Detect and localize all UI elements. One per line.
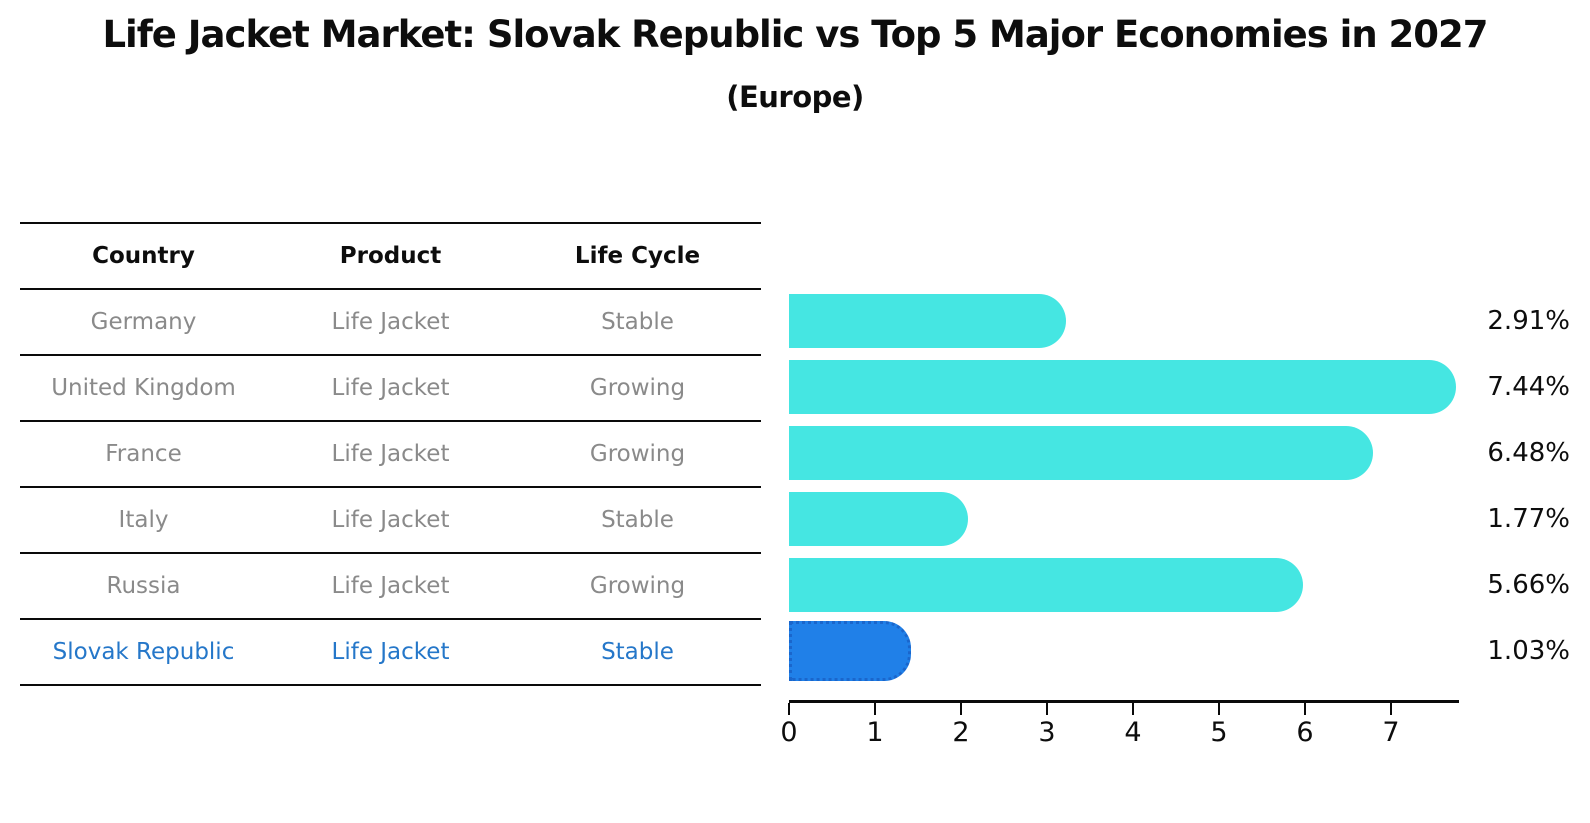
value-label: 5.66% — [1487, 570, 1570, 600]
value-label: 1.77% — [1487, 504, 1570, 534]
product-cell: Life Jacket — [331, 375, 450, 401]
country-cell: Russia — [106, 573, 181, 599]
bar-slovak-republic — [789, 621, 911, 681]
x-tick-mark — [1046, 703, 1048, 715]
value-labels: 2.91% 7.44% 6.48% 1.77% 5.66% 1.03% — [1450, 288, 1570, 684]
bar-row — [789, 288, 1459, 354]
x-tick-label: 5 — [1210, 717, 1228, 748]
value-label: 2.91% — [1487, 306, 1570, 336]
country-cell: France — [105, 441, 182, 467]
x-tick-label: 0 — [780, 717, 798, 748]
product-cell: Life Jacket — [331, 573, 450, 599]
chart-title: Life Jacket Market: Slovak Republic vs T… — [102, 13, 1488, 56]
column-header-product: Product — [339, 243, 442, 269]
column-header-country: Country — [92, 243, 195, 269]
country-cell: Italy — [118, 507, 169, 533]
x-tick-label: 7 — [1382, 717, 1400, 748]
bar-france — [789, 426, 1374, 480]
x-tick-label: 2 — [952, 717, 970, 748]
bar-row — [789, 420, 1459, 486]
table-row: France Life Jacket Growing — [20, 422, 761, 488]
life-cycle-cell: Growing — [589, 375, 686, 401]
x-tick-mark — [788, 703, 790, 715]
country-table: Country Product Life Cycle Germany Life … — [20, 222, 761, 686]
life-cycle-cell: Stable — [601, 507, 674, 533]
x-tick-label: 6 — [1296, 717, 1314, 748]
value-label: 6.48% — [1487, 438, 1570, 468]
life-cycle-cell: Growing — [589, 573, 686, 599]
bar-russia — [789, 558, 1303, 612]
product-cell: Life Jacket — [331, 507, 450, 533]
table-header-row: Country Product Life Cycle — [20, 224, 761, 290]
x-tick-label: 3 — [1038, 717, 1056, 748]
value-label: 7.44% — [1487, 372, 1570, 402]
x-tick-mark — [1132, 703, 1134, 715]
bar-italy — [789, 492, 969, 546]
x-axis-line — [789, 700, 1459, 703]
product-cell: Life Jacket — [331, 309, 450, 335]
bar-germany — [789, 294, 1067, 348]
x-tick-mark — [1304, 703, 1306, 715]
bar-row — [789, 552, 1459, 618]
life-cycle-cell: Stable — [601, 639, 674, 665]
country-cell: Germany — [90, 309, 197, 335]
column-header-life-cycle: Life Cycle — [574, 243, 701, 269]
x-tick-mark — [874, 703, 876, 715]
x-axis: 0 1 2 3 4 5 6 7 — [780, 700, 1459, 760]
country-cell: United Kingdom — [51, 375, 236, 401]
x-tick-mark — [1218, 703, 1220, 715]
bar-row — [789, 354, 1459, 420]
x-tick-mark — [960, 703, 962, 715]
x-tick-mark — [1390, 703, 1392, 715]
table-row: Russia Life Jacket Growing — [20, 554, 761, 620]
value-label: 1.03% — [1487, 636, 1570, 666]
bar-row — [789, 618, 1459, 684]
table-row: United Kingdom Life Jacket Growing — [20, 356, 761, 422]
x-tick-label: 1 — [866, 717, 884, 748]
product-cell: Life Jacket — [331, 441, 450, 467]
product-cell: Life Jacket — [331, 639, 450, 665]
table-row: Italy Life Jacket Stable — [20, 488, 761, 554]
table-row-slovak-republic: Slovak Republic Life Jacket Stable — [20, 620, 761, 686]
bar-row — [789, 486, 1459, 552]
table-row: Germany Life Jacket Stable — [20, 290, 761, 356]
country-cell: Slovak Republic — [52, 639, 235, 665]
bar-united-kingdom — [789, 360, 1456, 414]
life-cycle-cell: Stable — [601, 309, 674, 335]
life-cycle-cell: Growing — [589, 441, 686, 467]
x-tick-label: 4 — [1124, 717, 1142, 748]
bar-chart — [789, 288, 1459, 684]
chart-subtitle: (Europe) — [726, 80, 864, 114]
